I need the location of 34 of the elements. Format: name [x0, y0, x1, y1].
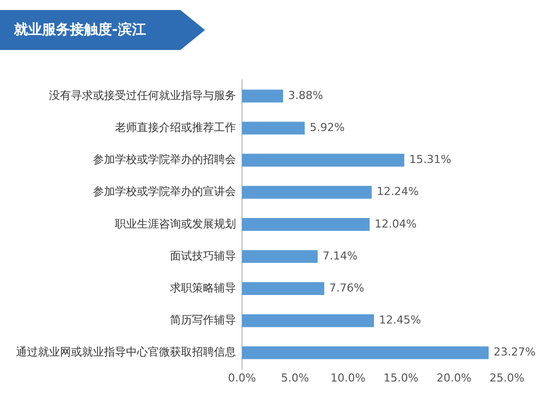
data-label: 12.45%	[378, 314, 421, 327]
text: 就业服务接触度-滨江	[14, 20, 146, 40]
bar	[242, 90, 284, 102]
y-tick-label: 老师直接介绍或推荐工作	[115, 120, 236, 134]
bar	[242, 186, 372, 199]
bar	[242, 314, 374, 328]
x-tick-label: 10.0%	[330, 371, 366, 384]
bar	[242, 218, 370, 231]
y-tick-label: 面试技巧辅导	[170, 249, 236, 262]
x-tick-label: 5.0%	[281, 371, 309, 384]
x-tick-label: 20.0%	[436, 371, 472, 384]
x-tick-label: 15.0%	[384, 371, 418, 384]
data-label: 12.24%	[376, 185, 419, 198]
data-label: 15.31%	[409, 153, 452, 166]
bar	[242, 122, 305, 135]
data-label: 12.04%	[374, 217, 417, 230]
data-label: 7.14%	[322, 249, 358, 262]
bar	[242, 282, 324, 295]
x-tick-label: 0.0%	[228, 371, 256, 384]
y-tick-label: 通过就业网或就业指导中心官微获取招聘信息	[16, 346, 236, 359]
y-tick-label: 简历写作辅导	[170, 314, 236, 327]
bar	[242, 250, 318, 263]
data-label: 23.27%	[494, 346, 536, 359]
y-tick-label: 参加学校或学院举办的宣讲会	[93, 185, 236, 198]
x-tick-label: 25.0%	[490, 371, 524, 384]
bar	[242, 154, 404, 167]
y-tick-label: 求职策略辅导	[170, 281, 236, 294]
data-label: 3.88%	[288, 88, 324, 102]
data-label: 7.76%	[329, 281, 364, 294]
y-tick-label: 职业生涯咨询或发展规划	[115, 217, 236, 230]
y-tick-label: 没有寻求或接受过任何就业指导与服务	[49, 88, 236, 102]
y-tick-label: 参加学校或学院举办的招聘会	[93, 153, 236, 166]
bar	[242, 346, 489, 360]
data-label: 5.92%	[310, 120, 345, 134]
